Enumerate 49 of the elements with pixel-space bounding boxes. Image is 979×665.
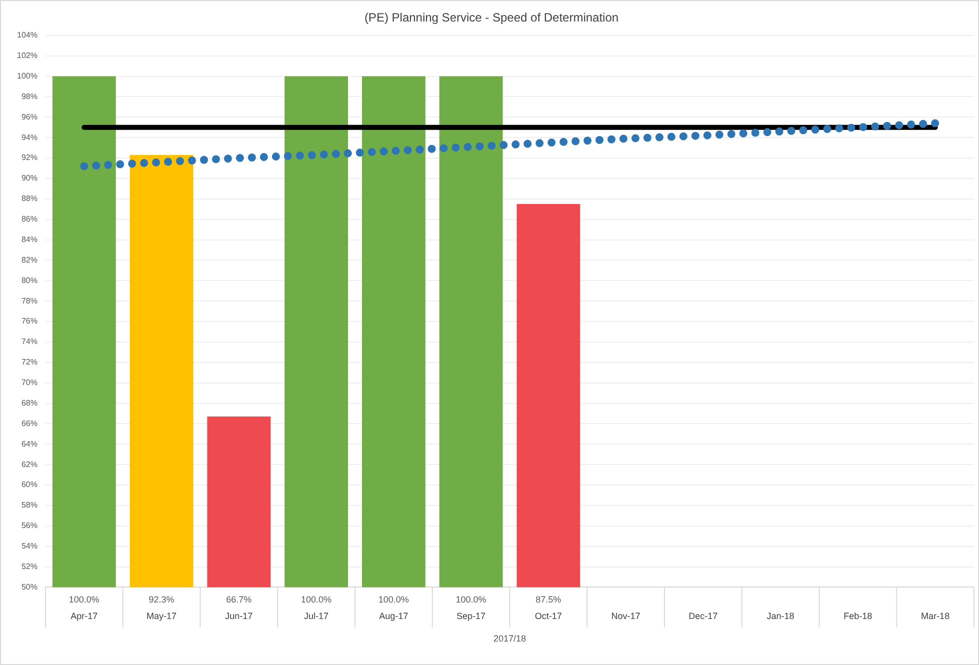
y-tick-label: 62% xyxy=(21,460,38,469)
data-label: 87.5% xyxy=(536,594,562,605)
y-tick-label: 74% xyxy=(21,337,38,346)
y-tick-label: 92% xyxy=(21,153,38,162)
y-tick-label: 88% xyxy=(21,194,38,204)
y-tick-label: 56% xyxy=(21,521,38,530)
y-tick-label: 66% xyxy=(21,418,38,428)
y-tick-label: 82% xyxy=(21,255,38,264)
x-tick-label: Apr-17 xyxy=(70,611,98,622)
data-label: 100.0% xyxy=(301,594,332,605)
data-label: 100.0% xyxy=(68,594,100,605)
y-tick-label: 64% xyxy=(21,439,38,448)
y-tick-label: 100% xyxy=(16,71,38,80)
y-tick-label: 72% xyxy=(21,358,38,367)
x-tick-label: Mar-18 xyxy=(921,611,950,622)
y-tick-label: 96% xyxy=(21,112,38,122)
x-tick-label: Aug-17 xyxy=(379,611,408,622)
data-label: 100.0% xyxy=(378,594,409,605)
y-tick-label: 78% xyxy=(21,296,38,306)
x-tick-label: Dec-17 xyxy=(688,611,718,622)
y-tick-label: 84% xyxy=(21,234,38,244)
x-axis-title: 2017/18 xyxy=(493,634,526,644)
x-tick-label: Sep-17 xyxy=(456,611,486,622)
y-tick-label: 52% xyxy=(21,562,38,571)
chart-title: (PE) Planning Service - Speed of Determination xyxy=(364,10,619,25)
y-tick-label: 86% xyxy=(21,214,38,224)
x-tick-label: Jun-17 xyxy=(225,611,253,622)
y-tick-label: 102% xyxy=(16,51,38,60)
y-tick-label: 76% xyxy=(21,316,38,326)
y-tick-label: 98% xyxy=(21,92,38,101)
y-tick-label: 54% xyxy=(21,542,38,551)
y-tick-label: 90% xyxy=(21,174,38,183)
x-tick-label: Nov-17 xyxy=(611,611,640,622)
y-tick-label: 58% xyxy=(21,500,38,510)
data-label: 100.0% xyxy=(456,594,486,605)
x-tick-label: May-17 xyxy=(146,611,177,622)
x-tick-label: Jul-17 xyxy=(304,611,329,622)
y-tick-label: 60% xyxy=(21,480,38,490)
y-tick-label: 104% xyxy=(16,30,38,40)
data-label: 66.7% xyxy=(226,594,252,605)
x-tick-label: Oct-17 xyxy=(534,611,562,622)
y-tick-label: 68% xyxy=(21,398,38,408)
data-label: 92.3% xyxy=(148,594,174,605)
x-tick-label: Jan-18 xyxy=(766,611,794,622)
y-tick-label: 80% xyxy=(21,276,38,285)
y-tick-label: 70% xyxy=(21,378,38,388)
x-tick-label: Feb-18 xyxy=(844,611,872,622)
y-tick-label: 50% xyxy=(21,582,38,592)
y-tick-label: 94% xyxy=(21,132,38,142)
